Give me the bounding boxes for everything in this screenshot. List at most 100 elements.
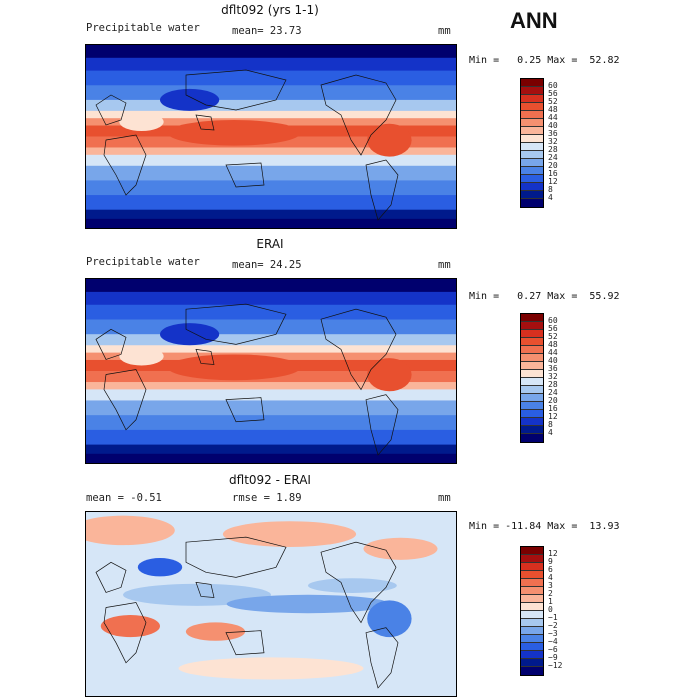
colorbar-swatch — [521, 314, 543, 322]
colorbar-tick-label: 4 — [548, 573, 553, 582]
season-label: ANN — [510, 8, 558, 33]
colorbar-tick-label: 44 — [548, 113, 558, 122]
colorbar-tick-label: 60 — [548, 316, 558, 325]
colorbar-swatch — [521, 322, 543, 330]
colorbar-swatch — [521, 95, 543, 103]
panel-1-min-max: Min = 0.25 Max = 52.82 — [469, 55, 620, 66]
colorbar-tick-label: 6 — [548, 565, 553, 574]
colorbar-tick-label: 52 — [548, 97, 558, 106]
colorbar-swatch — [521, 603, 543, 611]
colorbar-tick-label: 48 — [548, 105, 558, 114]
colorbar-swatch — [521, 595, 543, 603]
colorbar-tick-label: 24 — [548, 153, 558, 162]
colorbar-tick-label: 36 — [548, 364, 558, 373]
colorbar-tick-label: 16 — [548, 404, 558, 413]
colorbar-tick-label: 4 — [548, 193, 553, 202]
colorbar-swatch — [521, 370, 543, 378]
colorbar-tick-label: 1 — [548, 597, 553, 606]
colorbar-tick-label: 16 — [548, 169, 558, 178]
colorbar-swatch — [521, 111, 543, 119]
colorbar-swatch — [521, 555, 543, 563]
colorbar-tick-label: 52 — [548, 332, 558, 341]
colorbar-swatch — [521, 103, 543, 111]
panel-1-units: mm — [438, 25, 451, 37]
colorbar-swatch — [521, 418, 543, 426]
colorbar-swatch — [521, 338, 543, 346]
colorbar-swatch — [521, 191, 543, 199]
colorbar-tick-label: 28 — [548, 145, 558, 154]
colorbar-tick-label: 60 — [548, 81, 558, 90]
colorbar-swatch — [521, 547, 543, 555]
colorbar-tick-label: 3 — [548, 581, 553, 590]
colorbar-swatch — [521, 167, 543, 175]
colorbar-swatch — [521, 175, 543, 183]
colorbar-swatch — [521, 611, 543, 619]
colorbar-tick-label: 56 — [548, 324, 558, 333]
colorbar-swatch — [521, 143, 543, 151]
panel-3-map — [85, 511, 457, 697]
panel-3-units: mm — [438, 492, 451, 504]
colorbar-tick-label: 8 — [548, 420, 553, 429]
colorbar-tick-label: −6 — [548, 645, 558, 654]
panel-2-colorbar — [520, 313, 544, 443]
panel-1-variable-label: Precipitable water — [86, 22, 200, 34]
panel-3-mean-label: mean = -0.51 — [86, 492, 162, 504]
colorbar-swatch — [521, 354, 543, 362]
colorbar-swatch — [521, 330, 543, 338]
colorbar-swatch — [521, 394, 543, 402]
colorbar-tick-label: −9 — [548, 653, 558, 662]
colorbar-swatch — [521, 410, 543, 418]
colorbar-tick-label: −2 — [548, 621, 558, 630]
panel-1-colorbar — [520, 78, 544, 208]
panel-2-min-max: Min = 0.27 Max = 55.92 — [469, 291, 620, 302]
panel-3-rmse-label: rmse = 1.89 — [232, 492, 302, 504]
colorbar-swatch — [521, 346, 543, 354]
colorbar-swatch — [521, 378, 543, 386]
colorbar-tick-label: −1 — [548, 613, 558, 622]
colorbar-swatch — [521, 643, 543, 651]
colorbar-tick-label: 32 — [548, 372, 558, 381]
colorbar-tick-label: 44 — [548, 348, 558, 357]
colorbar-tick-label: 28 — [548, 380, 558, 389]
colorbar-tick-label: −4 — [548, 637, 558, 646]
panel-3-title: dflt092 - ERAI — [229, 473, 311, 487]
colorbar-swatch — [521, 627, 543, 635]
panel-3-colorbar-labels: 12 9 6 4 3 2 1 0 −1 −2 −3 −4 −6 −9 −12 — [548, 546, 588, 686]
colorbar-swatch — [521, 362, 543, 370]
colorbar-swatch — [521, 587, 543, 595]
colorbar-swatch — [521, 135, 543, 143]
panel-1-map — [85, 44, 457, 229]
colorbar-swatch — [521, 635, 543, 643]
panel-1-mean-label: mean= 23.73 — [232, 25, 302, 37]
colorbar-tick-label: 4 — [548, 428, 553, 437]
colorbar-tick-label: 24 — [548, 388, 558, 397]
colorbar-swatch — [521, 619, 543, 627]
colorbar-tick-label: 20 — [548, 396, 558, 405]
colorbar-swatch — [521, 579, 543, 587]
colorbar-tick-label: 48 — [548, 340, 558, 349]
colorbar-swatch — [521, 127, 543, 135]
colorbar-swatch — [521, 659, 543, 667]
panel-3-min-max: Min = -11.84 Max = 13.93 — [469, 521, 620, 532]
colorbar-swatch — [521, 87, 543, 95]
colorbar-tick-label: 12 — [548, 177, 558, 186]
colorbar-tick-label: 12 — [548, 412, 558, 421]
colorbar-swatch — [521, 434, 543, 442]
colorbar-swatch — [521, 571, 543, 579]
colorbar-swatch — [521, 402, 543, 410]
colorbar-tick-label: 40 — [548, 356, 558, 365]
colorbar-swatch — [521, 183, 543, 191]
panel-2-map — [85, 278, 457, 464]
colorbar-swatch — [521, 426, 543, 434]
colorbar-swatch — [521, 667, 543, 675]
panel-2-colorbar-labels: 60 56 52 48 44 40 36 32 28 24 20 16 12 8 4 — [548, 313, 588, 453]
panel-1-title: dflt092 (yrs 1-1) — [221, 3, 319, 17]
colorbar-swatch — [521, 386, 543, 394]
colorbar-tick-label: 20 — [548, 161, 558, 170]
colorbar-tick-label: 36 — [548, 129, 558, 138]
colorbar-tick-label: 40 — [548, 121, 558, 130]
panel-2-variable-label: Precipitable water — [86, 256, 200, 268]
colorbar-tick-label: −12 — [548, 661, 563, 670]
colorbar-tick-label: 56 — [548, 89, 558, 98]
colorbar-swatch — [521, 79, 543, 87]
